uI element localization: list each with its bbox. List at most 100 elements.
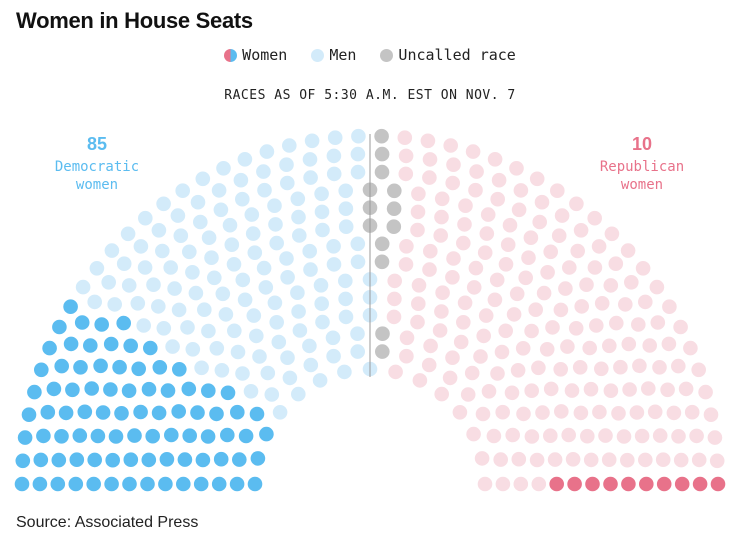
seat-democratic-men (197, 302, 212, 318)
seat-republican-men (553, 302, 569, 318)
seat-republican-men (589, 318, 604, 333)
seat-democratic-men (272, 405, 288, 420)
seat-republican-men (422, 170, 437, 185)
seat-group (14, 128, 726, 492)
seat-democratic-men (235, 272, 251, 288)
seat-democratic-men (302, 152, 318, 167)
seat-democratic-men (314, 186, 329, 202)
seat-democratic-women (63, 336, 79, 352)
seat-democratic-men (237, 152, 253, 167)
seat-democratic-men (201, 230, 217, 245)
seat-democratic-women (63, 299, 78, 315)
seat-republican-men (551, 228, 567, 243)
seat-republican-women (585, 476, 600, 492)
seat-democratic-men (314, 296, 330, 312)
seat-republican-men (631, 317, 646, 332)
seat-democratic-men (269, 235, 285, 251)
seat-democratic-men (269, 315, 285, 330)
seat-republican-men (662, 299, 677, 315)
dem-women-count: 85 (87, 134, 107, 154)
seat-republican-men (543, 428, 558, 444)
seat-democratic-women (232, 452, 247, 467)
seat-republican-men (539, 342, 555, 357)
seat-republican-men (611, 406, 626, 421)
seat-democratic-men (248, 328, 264, 344)
seat-republican-men (446, 251, 461, 266)
seat-republican-men (562, 260, 577, 275)
seat-republican-men (511, 451, 527, 467)
seat-republican-men (689, 428, 704, 444)
seat-republican-men (474, 451, 490, 466)
seat-democratic-women (87, 452, 102, 468)
seat-democratic-men (246, 308, 262, 323)
seat-democratic-men (303, 357, 319, 373)
seat-republican-men (411, 186, 426, 202)
seat-democratic-women (68, 476, 84, 492)
seat-republican-men (398, 148, 414, 164)
seat-republican-men (399, 239, 414, 254)
seat-republican-men (489, 272, 505, 288)
seat-uncalled-uncalled (374, 164, 390, 180)
seat-republican-men (511, 202, 527, 218)
seat-republican-men (629, 405, 645, 420)
seat-democratic-men (326, 257, 342, 272)
seat-democratic-men (171, 302, 187, 318)
seat-republican-men (635, 261, 651, 276)
seat-republican-men (545, 320, 560, 335)
seat-republican-men (478, 308, 494, 323)
seat-republican-men (466, 280, 482, 295)
seat-republican-men (442, 370, 458, 386)
seat-uncalled-uncalled (374, 254, 390, 270)
seat-republican-men (487, 152, 503, 167)
seat-republican-men (502, 217, 518, 233)
rep-women-count: 10 (632, 134, 652, 154)
seat-republican-men (564, 383, 580, 398)
seat-democratic-men (303, 170, 318, 185)
seat-republican-men (433, 228, 449, 243)
seat-democratic-women (27, 384, 42, 400)
seat-republican-men (495, 404, 511, 420)
seat-republican-men (504, 385, 520, 401)
seat-democratic-women (213, 451, 229, 467)
seat-democratic-women (54, 429, 69, 444)
seat-democratic-men (151, 223, 167, 238)
seat-republican-men (547, 452, 563, 467)
seat-democratic-men (235, 191, 250, 207)
seat-republican-men (446, 157, 461, 172)
seat-republican-men (423, 243, 438, 259)
seat-democratic-men (338, 273, 353, 289)
seat-democratic-women (42, 340, 57, 356)
seat-republican-men (671, 358, 686, 374)
seat-republican-men (453, 334, 469, 350)
seat-democratic-women (33, 452, 49, 468)
seat-republican-men (473, 349, 488, 364)
seat-democratic-men (195, 171, 211, 187)
seat-republican-men (655, 452, 671, 468)
seat-democratic-men (350, 164, 366, 180)
seat-republican-men (445, 175, 461, 191)
seat-democratic-men (207, 270, 222, 286)
seat-republican-women (674, 476, 690, 492)
seat-republican-men (592, 404, 607, 420)
seat-republican-men (666, 405, 682, 421)
seat-democratic-men (201, 323, 216, 339)
seat-republican-men (622, 382, 637, 397)
seat-republican-women (692, 476, 708, 492)
seat-democratic-men (271, 334, 287, 350)
seat-republican-men (638, 452, 653, 468)
seat-republican-men (443, 138, 459, 153)
seat-democratic-men (350, 254, 366, 270)
seat-republican-men (458, 198, 473, 213)
seat-republican-men (490, 366, 505, 381)
seat-democratic-women (249, 406, 265, 422)
seat-democratic-women (15, 453, 31, 469)
seat-republican-men (531, 360, 546, 376)
seat-democratic-men (75, 279, 91, 295)
seat-democratic-men (215, 286, 231, 302)
seat-democratic-men (290, 285, 305, 301)
seat-democratic-women (171, 404, 186, 419)
seat-republican-men (573, 405, 589, 421)
seat-democratic-men (280, 175, 295, 191)
seat-republican-men (494, 344, 510, 360)
seat-democratic-men (351, 128, 366, 144)
